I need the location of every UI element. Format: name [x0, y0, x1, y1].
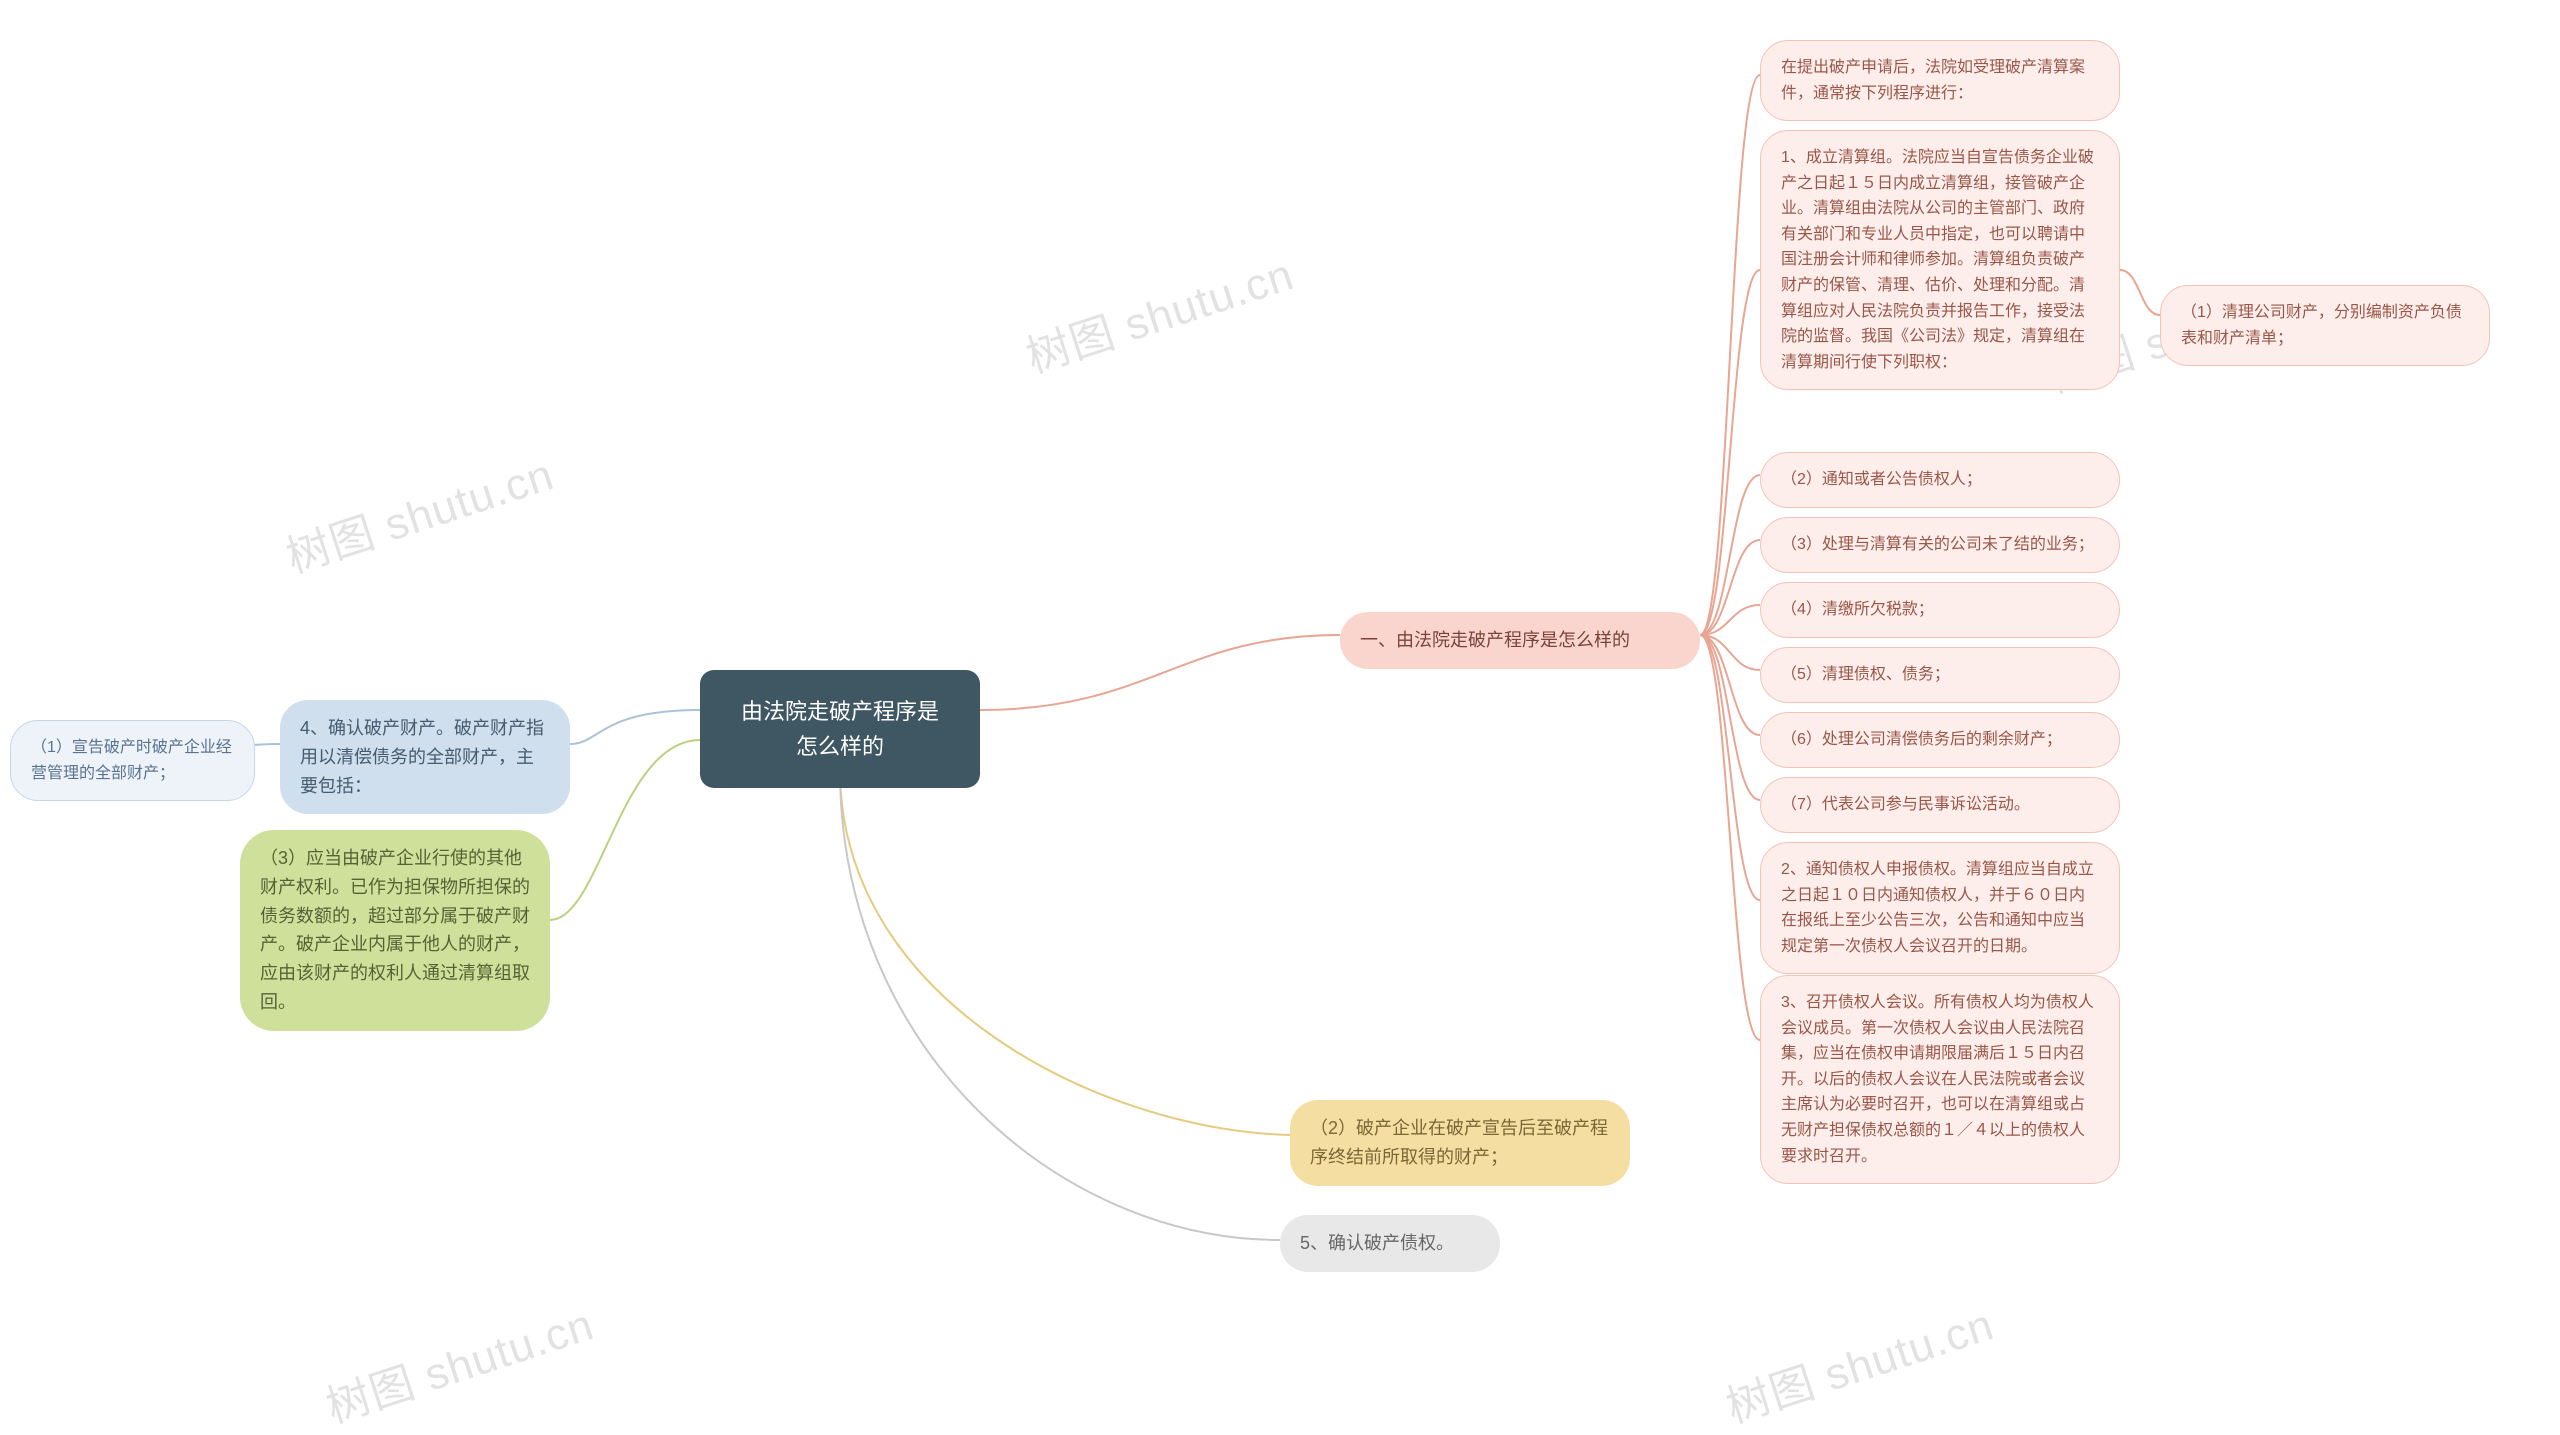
- s1-p3: 3、召开债权人会议。所有债权人均为债权人会议成员。第一次债权人会议由人民法院召集…: [1760, 975, 2120, 1184]
- node-green[interactable]: （3）应当由破产企业行使的其他财产权利。已作为担保物所担保的债务数额的，超过部分…: [240, 830, 550, 1031]
- s1-i7: （7）代表公司参与民事诉讼活动。: [1760, 777, 2120, 833]
- watermark: 树图 shutu.cn: [277, 439, 561, 586]
- s1-i6: （6）处理公司清偿债务后的剩余财产；: [1760, 712, 2120, 768]
- s1-p1: 1、成立清算组。法院应当自宣告债务企业破产之日起１５日内成立清算组，接管破产企业…: [1760, 130, 2120, 390]
- section1-title[interactable]: 一、由法院走破产程序是怎么样的: [1340, 612, 1700, 669]
- s1-i3: （3）处理与清算有关的公司未了结的业务；: [1760, 517, 2120, 573]
- s1-p1-child: （1）清理公司财产，分别编制资产负债表和财产清单；: [2160, 285, 2490, 366]
- s1-i4: （4）清缴所欠税款；: [1760, 582, 2120, 638]
- node4[interactable]: 4、确认破产财产。破产财产指用以清偿债务的全部财产，主要包括：: [280, 700, 570, 814]
- s1-i5: （5）清理债权、债务；: [1760, 647, 2120, 703]
- root-node[interactable]: 由法院走破产程序是怎么样的: [700, 670, 980, 788]
- watermark: 树图 shutu.cn: [1717, 1289, 2001, 1435]
- node-yellow[interactable]: （2）破产企业在破产宣告后至破产程序终结前所取得的财产；: [1290, 1100, 1630, 1186]
- s1-i2: （2）通知或者公告债权人；: [1760, 452, 2120, 508]
- node4-child: （1）宣告破产时破产企业经营管理的全部财产；: [10, 720, 255, 801]
- watermark: 树图 shutu.cn: [317, 1289, 601, 1435]
- watermark: 树图 shutu.cn: [1017, 239, 1301, 386]
- node5[interactable]: 5、确认破产债权。: [1280, 1215, 1500, 1272]
- s1-intro: 在提出破产申请后，法院如受理破产清算案件，通常按下列程序进行：: [1760, 40, 2120, 121]
- s1-p2: 2、通知债权人申报债权。清算组应当自成立之日起１０日内通知债权人，并于６０日内在…: [1760, 842, 2120, 974]
